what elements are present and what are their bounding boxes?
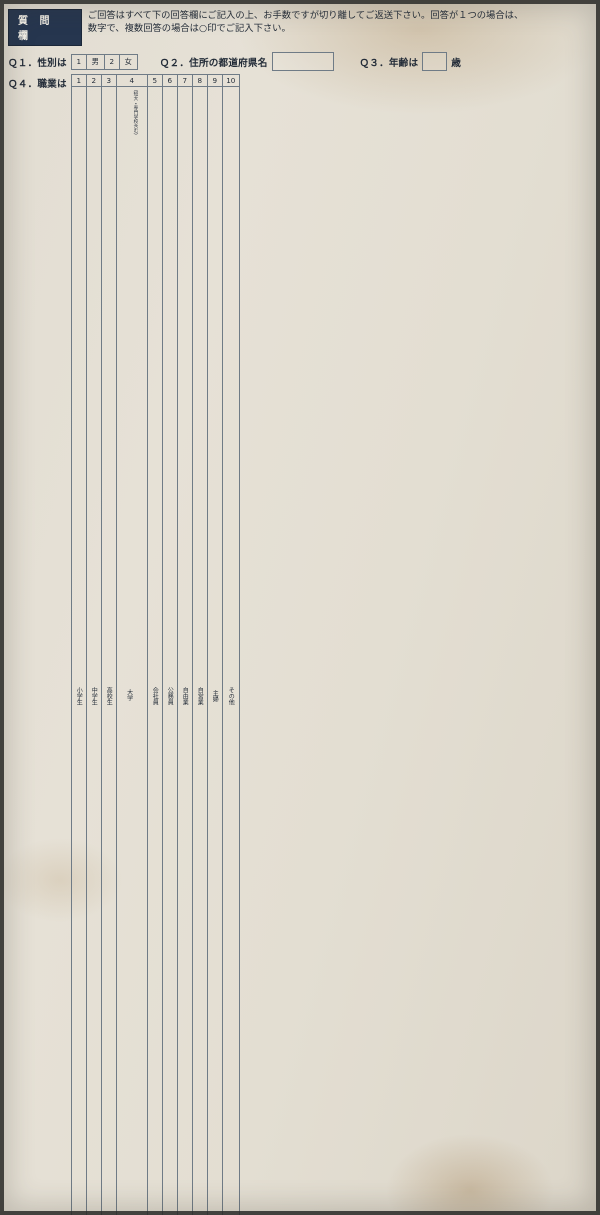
q4-num: 7 bbox=[176, 74, 193, 87]
q4-item-cell[interactable]: 中学生 bbox=[85, 86, 102, 1215]
q4-item-label: 自由業 bbox=[181, 686, 189, 705]
question-lead-line-1: ご回答はすべて下の回答欄にご記入の上、お手数ですが切り離してご返送下さい。回答が… bbox=[87, 10, 524, 21]
q4-item-cell[interactable]: 小学生 bbox=[70, 86, 87, 1215]
q4-item-label: 大学 bbox=[125, 688, 133, 701]
q4-num: 5 bbox=[146, 74, 163, 87]
q3-age-input[interactable] bbox=[422, 52, 448, 71]
q4-num: 2 bbox=[85, 74, 102, 87]
q2-prefecture-input[interactable] bbox=[271, 52, 334, 71]
q4-item-note: （短大・専門学校含む） bbox=[132, 87, 138, 138]
q1-option-num[interactable]: 2 bbox=[103, 53, 120, 70]
q1-label: Ｑ１．性別は bbox=[8, 57, 67, 69]
q4-num: 9 bbox=[206, 74, 223, 87]
q4-item-cell[interactable]: 主婦 bbox=[206, 86, 223, 1215]
q4-num-row: 1 2 3 4 5 6 7 8 9 10 bbox=[70, 74, 240, 87]
q4-item-label: 自営業 bbox=[196, 686, 204, 705]
q4-item-cell[interactable]: 公務員 bbox=[161, 86, 178, 1215]
question-lead-line-2: 数字で、複数回答の場合は○印でご記入下さい。 bbox=[87, 23, 291, 34]
q4-options-table[interactable]: 1 2 3 4 5 6 7 8 9 10 小学生 中学生 高校生 大学 （短大・… bbox=[70, 74, 240, 1215]
q4-item-cell[interactable]: 高校生 bbox=[100, 86, 117, 1215]
q4-item-cell[interactable]: 自営業 bbox=[191, 86, 208, 1215]
q1-option-label[interactable]: 男 bbox=[85, 53, 105, 70]
q3-unit: 歳 bbox=[451, 57, 462, 69]
q4-row: Ｑ４．職業は 1 2 3 4 5 6 7 8 9 10 小学生 中学生 高校生 bbox=[8, 74, 592, 1215]
q4-item-label: 公務員 bbox=[166, 686, 174, 705]
q1-option-num[interactable]: 1 bbox=[70, 53, 87, 70]
q4-item-label: 高校生 bbox=[105, 686, 113, 705]
q1-option-label[interactable]: 女 bbox=[118, 53, 138, 70]
q4-item-cell[interactable]: 大学 （短大・専門学校含む） bbox=[115, 86, 148, 1215]
q4-item-cell[interactable]: 自由業 bbox=[176, 86, 193, 1215]
q4-num: 8 bbox=[191, 74, 208, 87]
question-section-badge: 質 問 欄 bbox=[8, 9, 82, 46]
q4-item-cell[interactable]: その他 bbox=[221, 86, 240, 1215]
q2-label: Ｑ２．住所の都道府県名 bbox=[159, 57, 268, 69]
q4-item-label: 小学生 bbox=[75, 686, 83, 705]
q4-num: 6 bbox=[161, 74, 178, 87]
q4-num: 4 bbox=[115, 74, 148, 87]
q4-num: 3 bbox=[100, 74, 117, 87]
q1-options-table[interactable]: 1 男 2 女 bbox=[70, 53, 138, 70]
q4-label: Ｑ４．職業は bbox=[8, 79, 67, 90]
q4-num: 10 bbox=[221, 74, 240, 87]
question-section-header: 質 問 欄 ご回答はすべて下の回答欄にご記入の上、お手数ですが切り離してご返送下… bbox=[8, 9, 592, 46]
q4-item-label: その他 bbox=[227, 686, 235, 705]
q4-item-label: 会社員 bbox=[151, 686, 159, 705]
q3-label: Ｑ３．年齢は bbox=[359, 57, 419, 69]
q4-item-label: 主婦 bbox=[211, 689, 219, 702]
q4-item-label: 中学生 bbox=[90, 686, 98, 705]
q4-item-row[interactable]: 小学生 中学生 高校生 大学 （短大・専門学校含む） 会社員 公務員 自由業 自… bbox=[70, 86, 240, 1215]
q4-item-cell[interactable]: 会社員 bbox=[146, 86, 163, 1215]
q1-q2-q3-row: Ｑ１．性別は 1 男 2 女 Ｑ２．住所の都道府県名 Ｑ３．年齢は 歳 bbox=[8, 52, 592, 71]
q4-num: 1 bbox=[70, 74, 87, 87]
